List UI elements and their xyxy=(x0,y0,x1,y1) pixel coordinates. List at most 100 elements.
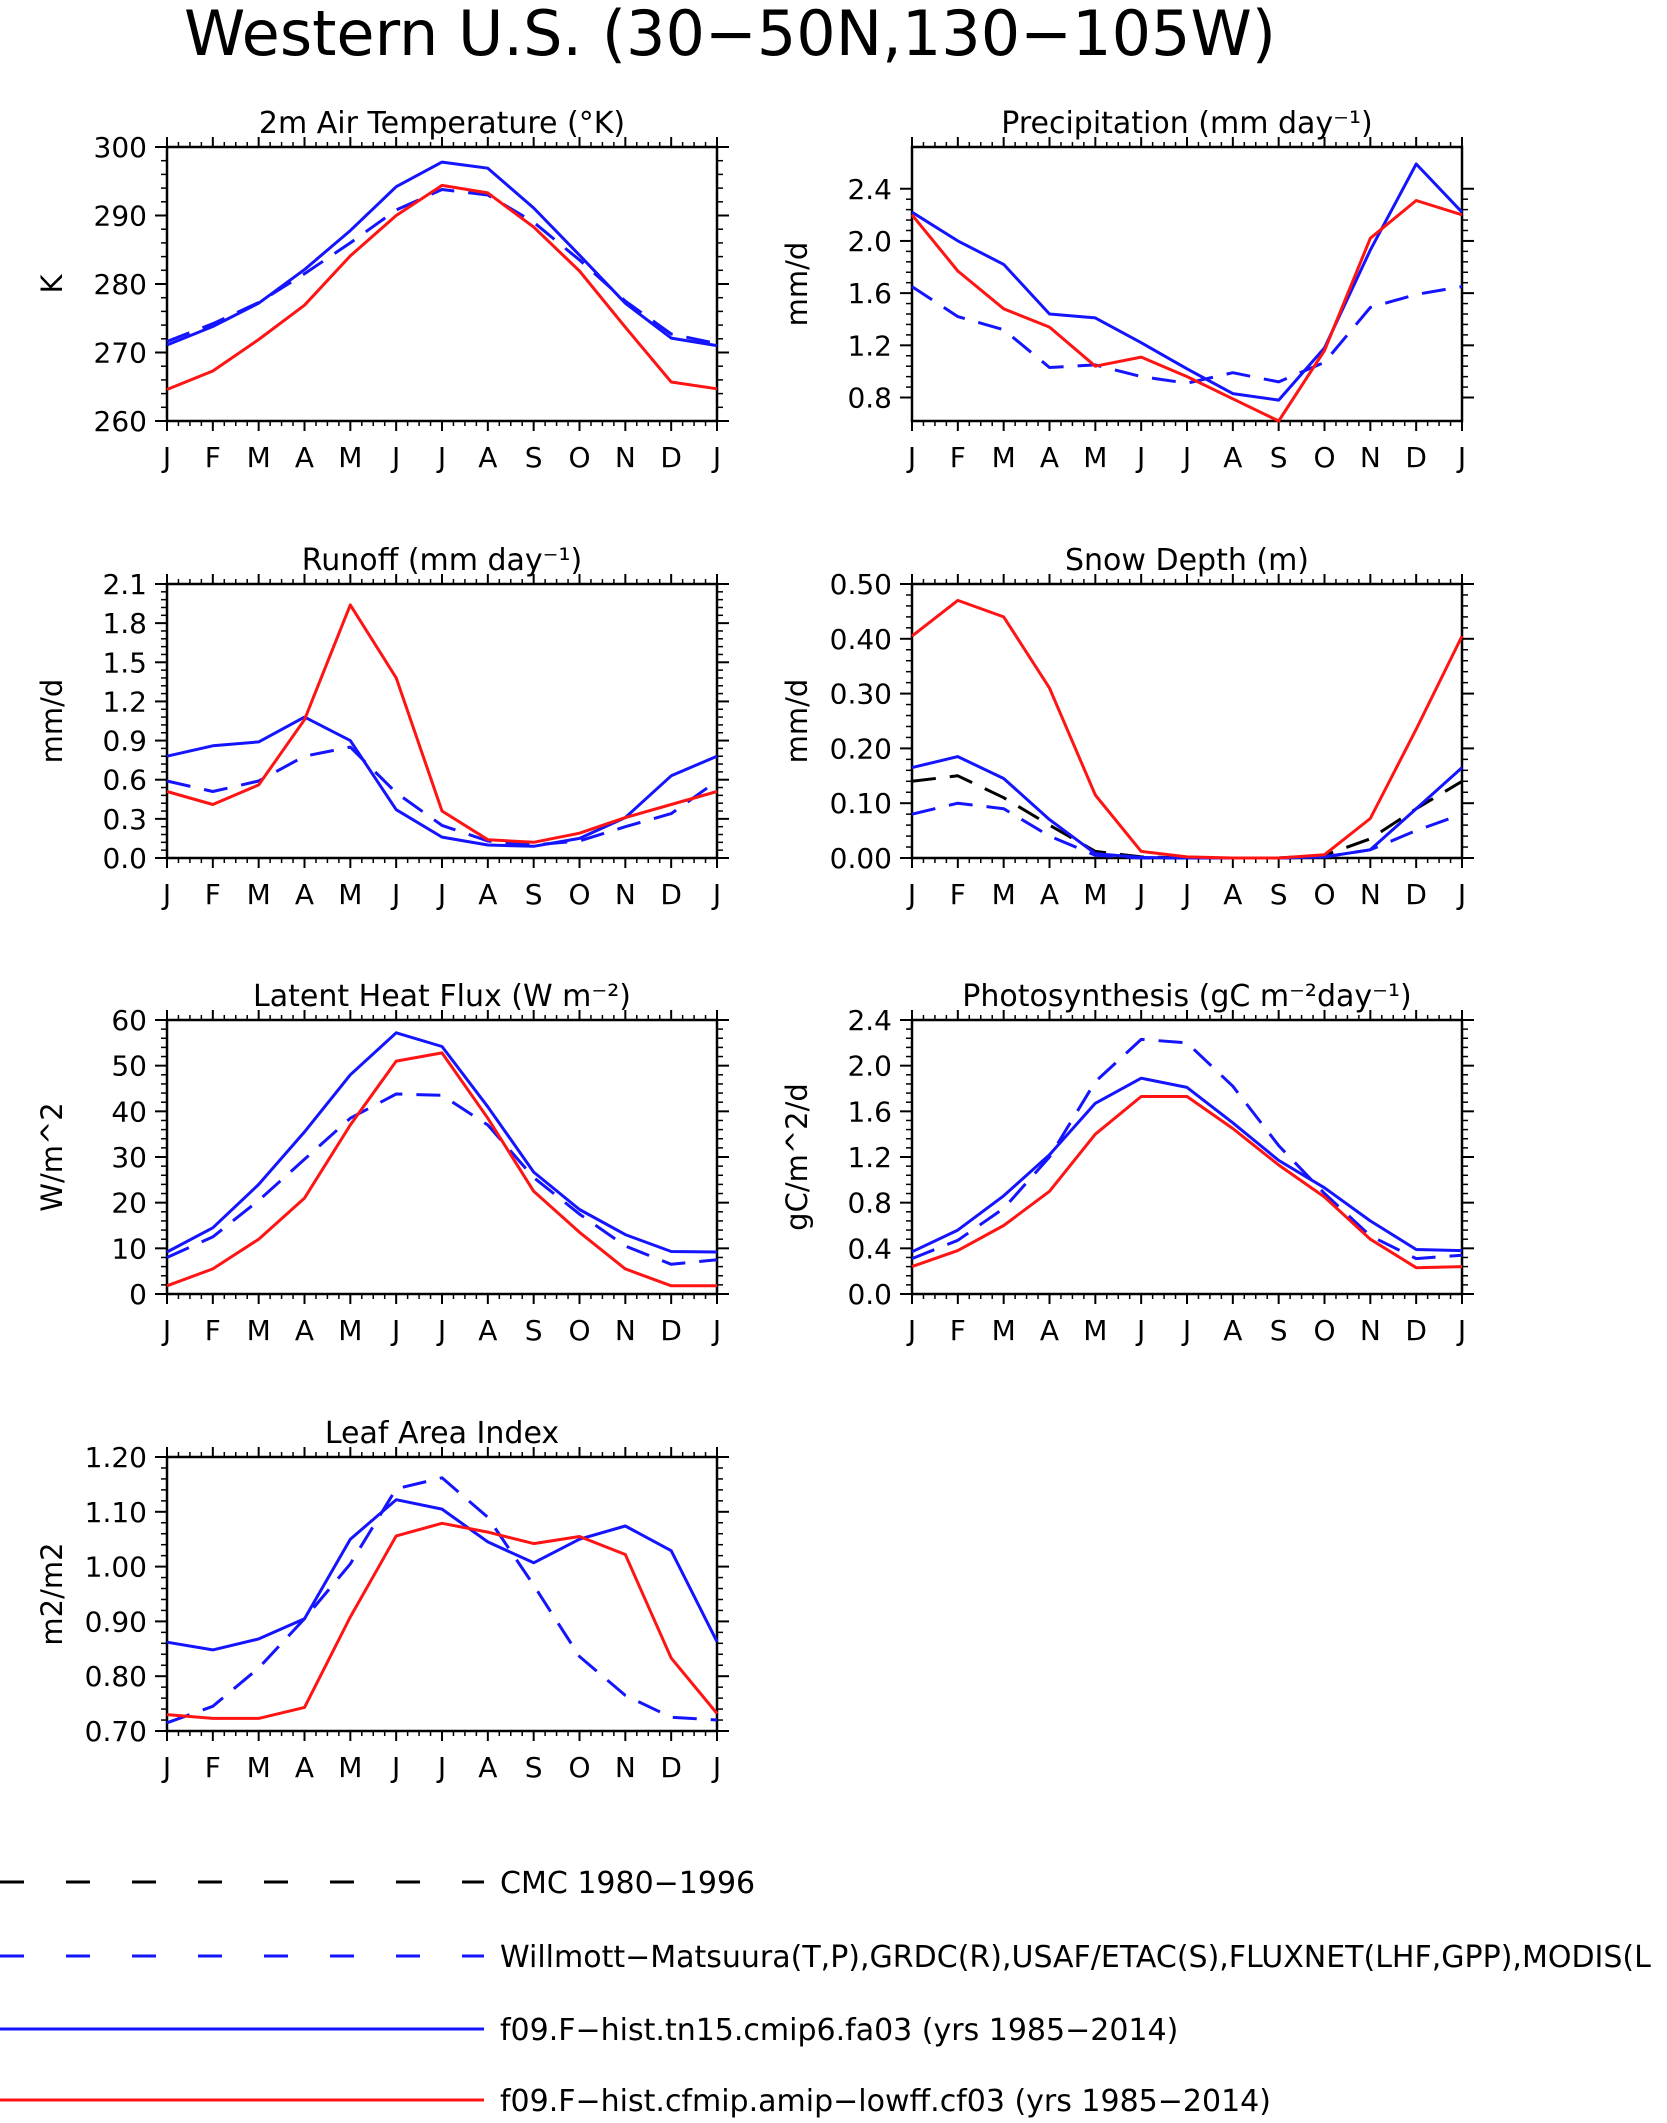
y-tick-label: 280 xyxy=(94,268,147,301)
series-line-model_cfmip xyxy=(911,1095,1463,1270)
x-tick-label: J xyxy=(1135,1314,1145,1347)
y-tick-label: 0.6 xyxy=(102,764,147,797)
x-tick-label: D xyxy=(660,1751,682,1784)
legend: CMC 1980−1996 Willmott−Matsuura(T,P),GRDC… xyxy=(0,1866,1651,2119)
x-tick-label: M xyxy=(992,1314,1016,1347)
y-tick-label: 1.2 xyxy=(847,1141,892,1174)
x-tick-label: O xyxy=(1313,1314,1335,1347)
x-tick-label: J xyxy=(436,878,446,911)
x-tick-label: N xyxy=(1360,878,1381,911)
y-tick-label: 1.8 xyxy=(102,607,147,640)
x-tick-label: A xyxy=(478,1314,497,1347)
x-tick-label: O xyxy=(1313,878,1335,911)
x-tick-label: A xyxy=(1223,1314,1242,1347)
chart-panel-3: Snow Depth (m)J F M A M J J A S O N D J0.000.100.200… xyxy=(780,543,1474,911)
x-tick-label: A xyxy=(478,1751,497,1784)
page-title: Western U.S. (30−50N,130−105W) xyxy=(184,0,1276,70)
x-tick-label: N xyxy=(615,1314,636,1347)
y-tick-label: 0.00 xyxy=(830,842,892,875)
series-line-obs_multi xyxy=(911,285,1463,385)
x-tick-label: M xyxy=(247,441,271,474)
x-tick-label: J xyxy=(161,441,171,474)
y-tick-label: 300 xyxy=(94,131,147,164)
plot-frame xyxy=(910,1018,1464,1296)
x-tick-label: A xyxy=(1040,441,1059,474)
x-tick-label: J xyxy=(436,1751,446,1784)
y-tick-label: 0.0 xyxy=(102,842,147,875)
series-line-model_cfmip xyxy=(166,1051,717,1288)
series-line-model_cfmip xyxy=(166,1521,719,1720)
x-tick-label: J xyxy=(1181,878,1191,911)
x-tick-label: A xyxy=(295,878,314,911)
plot-frame xyxy=(165,1455,719,1733)
x-tick-label: S xyxy=(525,1314,543,1347)
y-tick-label: 0.70 xyxy=(85,1715,147,1748)
series-line-model_cfmip xyxy=(910,199,1463,423)
panel-title: Runoff (mm day⁻¹) xyxy=(302,543,583,578)
y-tick-label: 2.0 xyxy=(847,1050,892,1083)
y-tick-label: 1.20 xyxy=(85,1441,147,1474)
plot-frame xyxy=(165,582,719,860)
panel-title: Snow Depth (m) xyxy=(1065,543,1309,578)
x-tick-label: A xyxy=(295,441,314,474)
series-line-model_cmip6 xyxy=(166,1498,719,1652)
x-tick-label: M xyxy=(992,441,1016,474)
y-tick-label: 290 xyxy=(94,200,147,233)
panel-title: Precipitation (mm day⁻¹) xyxy=(1001,106,1372,141)
x-tick-label: S xyxy=(525,878,543,911)
y-axis-label: K xyxy=(35,274,69,294)
x-tick-label: J xyxy=(161,878,171,911)
panels: 2m Air Temperature (°K)J F M A M J J A S O N D J2602… xyxy=(35,106,1474,1784)
series-line-model_cfmip xyxy=(911,598,1464,860)
x-tick-label: S xyxy=(1270,1314,1288,1347)
x-tick-label: M xyxy=(338,441,362,474)
x-tick-label: J xyxy=(1456,441,1466,474)
chart-panel-1: Precipitation (mm day⁻¹)J F M A M J J A S O N D J0.8… xyxy=(780,106,1474,474)
x-tick-label: F xyxy=(950,1314,966,1347)
x-tick-label: J xyxy=(1456,1314,1466,1347)
x-tick-label: A xyxy=(1040,878,1059,911)
y-tick-label: 0.20 xyxy=(830,732,892,765)
x-tick-label: D xyxy=(660,878,682,911)
x-tick-label: J xyxy=(906,1314,916,1347)
y-tick-label: 60 xyxy=(111,1004,147,1037)
chart-panel-2: Runoff (mm day⁻¹)J F M A M J J A S O N D J0.00.30.60… xyxy=(35,543,729,911)
y-tick-label: 0.9 xyxy=(102,725,147,758)
y-axis-label: mm/d xyxy=(780,242,814,327)
y-tick-label: 0.80 xyxy=(85,1660,147,1693)
chart-panel-0: 2m Air Temperature (°K)J F M A M J J A S O N D J2602… xyxy=(35,106,729,474)
y-tick-label: 2.4 xyxy=(847,1004,892,1037)
x-tick-label: S xyxy=(525,1751,543,1784)
y-tick-label: 0.8 xyxy=(847,1187,892,1220)
x-tick-label: J xyxy=(390,441,400,474)
x-tick-label: J xyxy=(711,878,721,911)
y-tick-label: 50 xyxy=(111,1050,147,1083)
x-tick-label: A xyxy=(478,878,497,911)
y-tick-label: 0.30 xyxy=(830,678,892,711)
series-line-model_cmip6 xyxy=(166,1031,718,1254)
y-tick-label: 0.4 xyxy=(847,1232,892,1265)
x-tick-label: J xyxy=(711,1751,721,1784)
x-tick-label: M xyxy=(338,1314,362,1347)
plot-frame xyxy=(910,145,1464,423)
y-tick-label: 1.00 xyxy=(85,1551,147,1584)
y-tick-label: 10 xyxy=(111,1232,147,1265)
x-tick-label: N xyxy=(615,1751,636,1784)
x-tick-label: O xyxy=(568,1314,590,1347)
x-tick-label: M xyxy=(247,1751,271,1784)
y-tick-label: 30 xyxy=(111,1141,147,1174)
chart-panel-4: Latent Heat Flux (W m⁻²)J F M A M J J A S O N D J010… xyxy=(35,979,729,1347)
y-axis-label: gC/m^2/d xyxy=(780,1083,814,1231)
x-tick-label: F xyxy=(205,441,221,474)
x-tick-label: M xyxy=(1083,878,1107,911)
x-tick-label: M xyxy=(1083,1314,1107,1347)
x-tick-label: M xyxy=(338,1751,362,1784)
y-tick-label: 2.0 xyxy=(847,225,892,258)
x-tick-label: A xyxy=(295,1314,314,1347)
y-tick-label: 0.0 xyxy=(847,1278,892,1311)
chart-panel-5: Photosynthesis (gC m⁻²day⁻¹)J F M A M J J A S O N D… xyxy=(780,979,1474,1347)
x-tick-label: J xyxy=(1456,878,1466,911)
x-tick-label: J xyxy=(436,1314,446,1347)
x-tick-label: J xyxy=(711,1314,721,1347)
